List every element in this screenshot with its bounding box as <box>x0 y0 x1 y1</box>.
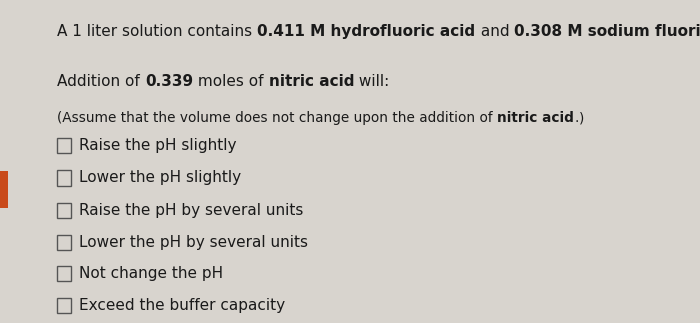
Text: moles of: moles of <box>193 74 269 89</box>
Text: Lower the pH by several units: Lower the pH by several units <box>79 235 309 250</box>
Text: Lower the pH slightly: Lower the pH slightly <box>79 171 242 185</box>
Text: A 1 liter solution contains: A 1 liter solution contains <box>57 24 258 39</box>
FancyBboxPatch shape <box>57 138 71 153</box>
Text: will:: will: <box>354 74 389 89</box>
FancyBboxPatch shape <box>57 298 71 313</box>
Text: 0.339: 0.339 <box>145 74 193 89</box>
FancyBboxPatch shape <box>57 203 71 218</box>
Text: Raise the pH by several units: Raise the pH by several units <box>79 203 304 218</box>
Text: 0.308 M sodium fluoride: 0.308 M sodium fluoride <box>514 24 700 39</box>
Text: Exceed the buffer capacity: Exceed the buffer capacity <box>79 298 286 313</box>
Text: nitric acid: nitric acid <box>498 111 574 125</box>
Text: 0.411 M hydrofluoric acid: 0.411 M hydrofluoric acid <box>258 24 475 39</box>
FancyBboxPatch shape <box>0 171 8 208</box>
Text: (Assume that the volume does not change upon the addition of: (Assume that the volume does not change … <box>57 111 498 125</box>
Text: Not change the pH: Not change the pH <box>79 266 223 281</box>
FancyBboxPatch shape <box>57 266 71 281</box>
Text: Addition of: Addition of <box>57 74 145 89</box>
Text: ): ) <box>579 111 584 125</box>
FancyBboxPatch shape <box>57 170 71 186</box>
Text: and: and <box>475 24 514 39</box>
Text: nitric acid: nitric acid <box>269 74 354 89</box>
FancyBboxPatch shape <box>57 235 71 250</box>
Text: Raise the pH slightly: Raise the pH slightly <box>79 138 237 153</box>
Text: .: . <box>574 111 579 125</box>
